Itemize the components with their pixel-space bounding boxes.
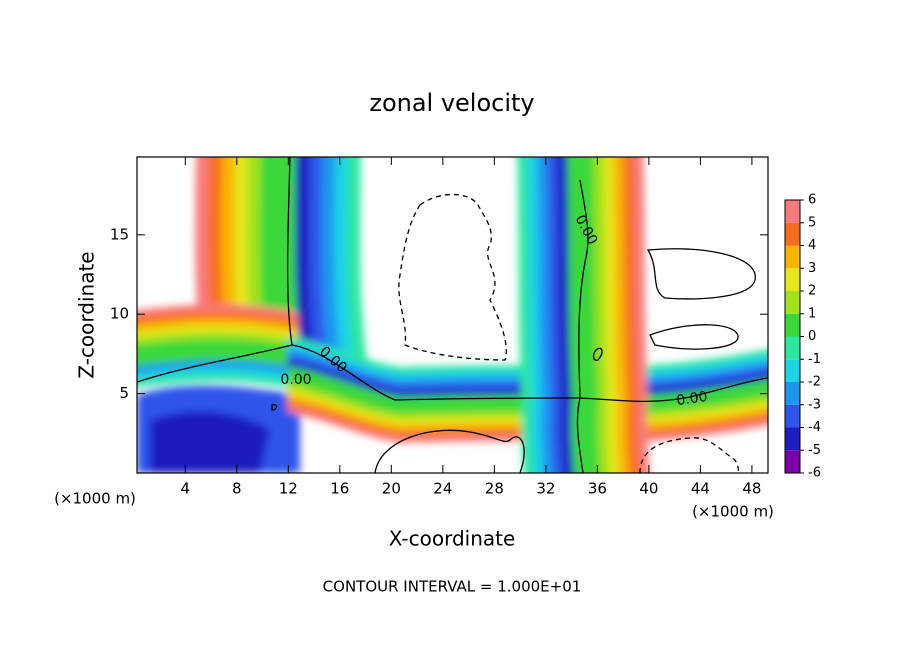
x-tick-label: 44 (691, 480, 710, 498)
field-band (597, 157, 620, 473)
x-tick-label: 12 (279, 480, 298, 498)
contour (398, 193, 507, 361)
colorbar-band (785, 313, 800, 337)
filled-contours (137, 157, 768, 473)
colorbar-band (785, 222, 800, 246)
field-band (557, 157, 580, 473)
colorbar-band (785, 268, 800, 291)
chart-title: zonal velocity (369, 89, 534, 117)
y-unit-label: (×1000 m) (54, 490, 136, 508)
contour (646, 248, 756, 300)
x-axis-label: X-coordinate (389, 527, 516, 551)
zero-contour (578, 179, 589, 399)
colorbar-band (785, 200, 800, 223)
colorbar-band (785, 336, 800, 360)
contour-lines (137, 157, 768, 473)
field-band (338, 157, 368, 381)
x-tick-label: 4 (181, 480, 191, 498)
x-tick-label: 32 (536, 480, 555, 498)
colorbar-band (785, 404, 800, 428)
colorbar-tick-label: -5 (808, 443, 821, 458)
y-tick-label: 15 (110, 225, 129, 243)
colorbar-tick-label: 0 (808, 329, 816, 344)
contour (649, 324, 739, 350)
colorbar-band (785, 291, 800, 314)
x-tick-label: 48 (742, 480, 761, 498)
contour (271, 404, 278, 411)
colorbar-tick-label: -4 (808, 420, 821, 435)
colorbar-tick-label: -6 (808, 466, 821, 481)
colorbar-tick-label: 4 (808, 238, 816, 253)
colorbar-band (785, 427, 800, 451)
x-tick-label: 16 (330, 480, 349, 498)
colorbar-tick-label: 1 (808, 306, 816, 321)
x-unit-label: (×1000 m) (692, 503, 774, 521)
footer-note: CONTOUR INTERVAL = 1.000E+01 (323, 578, 582, 596)
contour (639, 437, 740, 473)
y-tick-label: 5 (119, 384, 129, 402)
colorbar-band (785, 359, 800, 382)
colorbar-band (785, 245, 800, 269)
colorbar: -6 -5 -4 -3 -2 -1 0 1 2 3 4 5 6 (784, 193, 821, 481)
colorbar-tick-label: -3 (808, 397, 821, 412)
y-tick-label: 10 (110, 305, 129, 323)
x-tick-label: 28 (485, 480, 504, 498)
contour-label: 0.00 (675, 389, 708, 409)
colorbar-tick-label: 3 (808, 261, 816, 276)
colorbar-tick-label: 6 (808, 193, 816, 208)
colorbar-tick-label: 2 (808, 284, 816, 299)
y-axis-label: Z-coordinate (75, 251, 99, 378)
field-band (527, 157, 550, 473)
field-band (537, 157, 560, 473)
field-band (517, 157, 540, 473)
colorbar-band (785, 450, 800, 473)
field-band (137, 346, 299, 367)
field-band (325, 157, 355, 381)
x-tick-label: 20 (382, 480, 401, 498)
contour-field (137, 157, 768, 473)
x-tick-label: 40 (639, 480, 658, 498)
plot-frame (136, 156, 769, 474)
field-band (587, 157, 610, 473)
field-band (627, 157, 650, 473)
x-tick-label: 36 (588, 480, 607, 498)
field-band (567, 157, 590, 473)
contour (592, 347, 603, 361)
field-band (547, 157, 570, 473)
colorbar-band (785, 382, 800, 405)
field-band (617, 157, 640, 473)
field-band (607, 157, 630, 473)
colorbar-tick-label: -2 (808, 375, 821, 390)
colorbar-tick-label: -1 (808, 352, 821, 367)
contour (374, 429, 525, 473)
x-tick-label: 8 (232, 480, 242, 498)
field-band (312, 157, 342, 381)
zero-contour (576, 397, 584, 473)
x-tick-label: 24 (433, 480, 452, 498)
colorbar-tick-label: 5 (808, 215, 816, 230)
contour-label: 0.00 (280, 372, 311, 388)
field-band (150, 411, 270, 473)
zero-contour (291, 344, 768, 403)
zero-contour (137, 157, 293, 383)
